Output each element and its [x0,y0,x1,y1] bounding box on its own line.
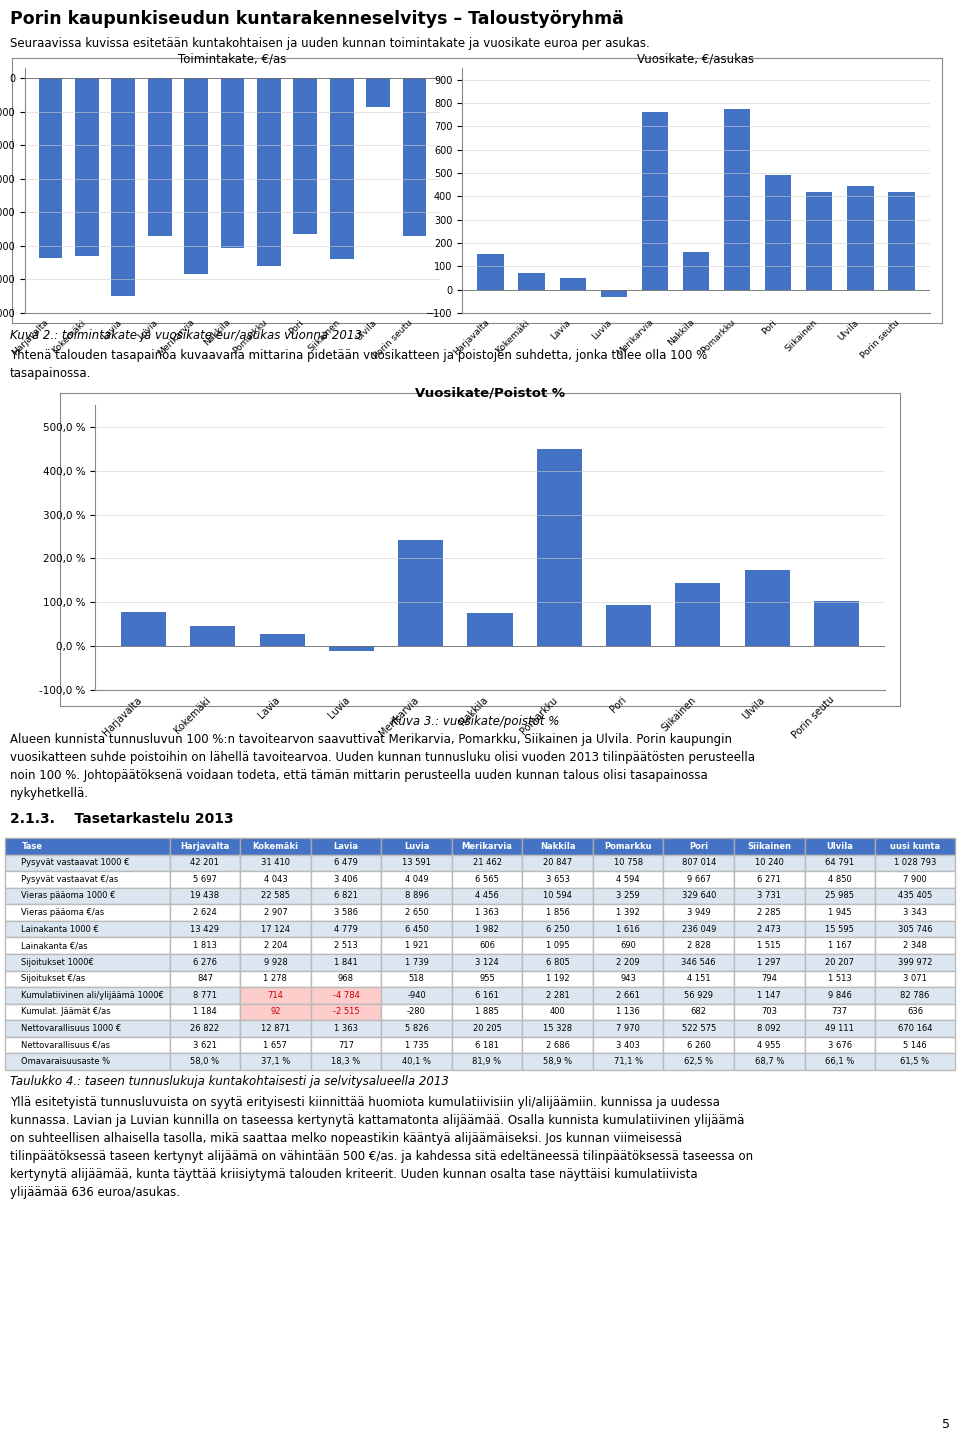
Bar [330,78,353,259]
Bar [221,78,245,247]
Text: 5: 5 [942,1419,950,1432]
Text: Alueen kunnista tunnusluvun 100 %:n tavoitearvon saavuttivat Merikarvia, Pomarkk: Alueen kunnista tunnusluvun 100 %:n tavo… [10,733,755,800]
Text: 2.1.3.    Tasetarkastelu 2013: 2.1.3. Tasetarkastelu 2013 [10,813,233,826]
Title: Vuosikate/Poistot %: Vuosikate/Poistot % [415,386,565,399]
Bar [111,78,135,296]
Bar [468,613,513,646]
Title: Toimintakate, €/as: Toimintakate, €/as [179,52,287,65]
Bar [398,539,444,646]
Text: Kuva 2.: toimintakate ja vuosikate eur/asukas vuonna 2013: Kuva 2.: toimintakate ja vuosikate eur/a… [10,328,362,341]
Bar [745,570,790,646]
Bar [676,583,720,646]
Bar [537,448,582,646]
Bar [683,252,709,289]
Bar [601,289,627,296]
Bar [121,612,166,646]
Bar [847,187,874,289]
Title: Vuosikate, €/asukas: Vuosikate, €/asukas [637,52,755,65]
Bar [641,113,668,289]
Text: Kuva 3.: vuosikate/poistot %: Kuva 3.: vuosikate/poistot % [391,714,559,727]
Bar [805,192,832,289]
Text: Seuraavissa kuvissa esitetään kuntakohtaisen ja uuden kunnan toimintakate ja vuo: Seuraavissa kuvissa esitetään kuntakohta… [10,38,650,51]
Bar [765,175,791,289]
Bar [477,253,504,289]
Bar [294,78,317,234]
Bar [402,78,426,236]
Bar [814,602,859,646]
Bar [560,278,587,289]
Bar [606,604,651,646]
Bar [724,108,751,289]
Bar [184,78,208,275]
Bar [257,78,280,266]
Bar [190,626,235,646]
Bar [38,78,62,257]
Bar [148,78,172,236]
Text: Porin kaupunkiseudun kuntarakenneselvitys – Taloustyöryhmä: Porin kaupunkiseudun kuntarakenneselvity… [10,10,624,27]
Text: Yllä esitetyistä tunnusluvuista on syytä erityisesti kiinnittää huomiota kumulat: Yllä esitetyistä tunnusluvuista on syytä… [10,1096,754,1199]
Bar [259,633,304,646]
Bar [329,646,374,651]
Text: Taulukko 4.: taseen tunnuslukuja kuntakohtaisesti ja selvitysalueella 2013: Taulukko 4.: taseen tunnuslukuja kuntako… [10,1076,449,1089]
Text: Yhtenä talouden tasapainoa kuvaavana mittarina pidetään vuosikatteen ja poistoje: Yhtenä talouden tasapainoa kuvaavana mit… [10,348,708,380]
Bar [75,78,99,256]
Bar [518,273,545,289]
Bar [367,78,390,107]
Bar [888,192,915,289]
